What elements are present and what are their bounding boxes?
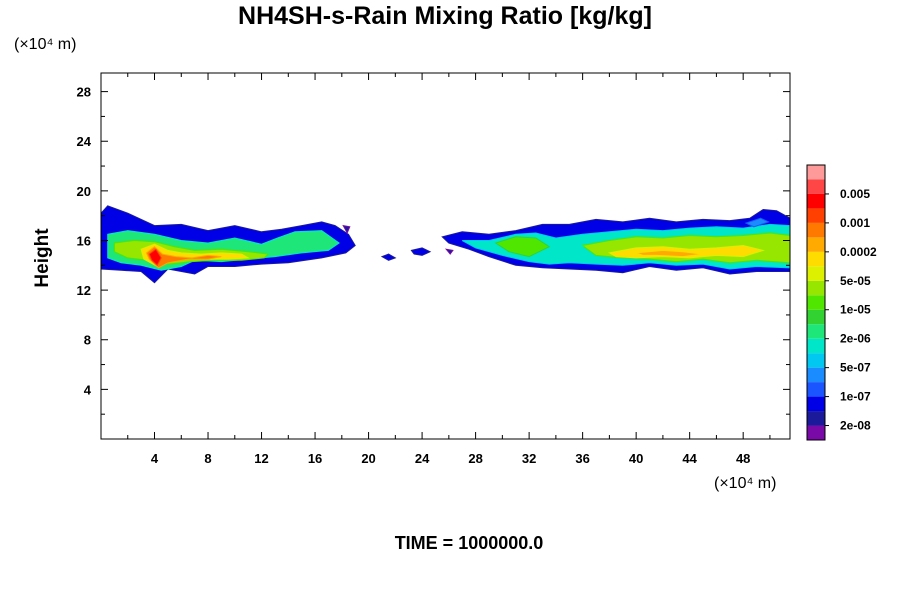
- colorbar-swatch: [807, 165, 825, 180]
- y-tick-label: 20: [77, 184, 91, 199]
- contour-spot-2: [410, 247, 432, 256]
- x-tick-label: 12: [254, 451, 268, 466]
- contour-inner-right: [494, 236, 551, 258]
- colorbar-label: 1e-05: [840, 303, 871, 317]
- colorbar-label: 0.005: [840, 187, 870, 201]
- colorbar-swatch: [807, 367, 825, 383]
- colorbar-swatch: [807, 251, 825, 267]
- colorbar-swatch: [807, 324, 825, 339]
- y-tick-label: 16: [77, 233, 91, 248]
- colorbar-swatch: [807, 295, 825, 310]
- contour-orange-right: [635, 249, 704, 258]
- colorbar-frame: [806, 164, 826, 441]
- colorbar-swatch: [807, 425, 825, 440]
- colorbar-swatch: [807, 179, 825, 194]
- colorbar-swatch: [807, 222, 825, 238]
- y-tick-label: 4: [84, 382, 92, 397]
- plot-frame: [100, 72, 791, 440]
- colorbar-swatch: [807, 208, 825, 223]
- x-tick-label: 24: [415, 451, 430, 466]
- colorbar: 2e-08 1e-07 5e-07 2e-06 1e-05 5e-05 0.0002 0.00…: [806, 164, 877, 441]
- colorbar-swatch: [807, 353, 825, 368]
- colorbar-label: 5e-05: [840, 274, 871, 288]
- contour-spot-1: [380, 253, 397, 261]
- colorbar-label: 5e-07: [840, 361, 871, 375]
- contour-spot-4: [342, 224, 351, 235]
- x-tick-label: 44: [682, 451, 697, 466]
- colorbar-label: 0.0002: [840, 245, 877, 259]
- contour-spot-5: [744, 217, 770, 228]
- colorbar-swatch: [807, 382, 825, 397]
- time-label: TIME = 1000000.0: [395, 533, 544, 553]
- x-tick-label: 4: [151, 451, 159, 466]
- x-tick-label: 40: [629, 451, 643, 466]
- colorbar-swatch: [807, 338, 825, 354]
- x-tick-label: 20: [361, 451, 375, 466]
- colorbar-swatch: [807, 396, 825, 412]
- contour-spot-3: [444, 248, 454, 255]
- x-tick-label: 8: [204, 451, 211, 466]
- x-tick-label: 32: [522, 451, 536, 466]
- colorbar-swatch: [807, 193, 825, 209]
- colorbar-label: 0.001: [840, 216, 870, 230]
- x-tick-label: 48: [736, 451, 750, 466]
- contour-red-left: [148, 248, 162, 267]
- colorbar-swatch: [807, 237, 825, 252]
- contour-orange-left: [145, 246, 222, 269]
- x-tick-label: 28: [468, 451, 482, 466]
- y-tick-label: 8: [84, 333, 91, 348]
- y-tick-label: 12: [77, 283, 91, 298]
- y-tick-label: 28: [77, 85, 91, 100]
- y-axis-label: Height: [32, 228, 53, 288]
- colorbar-label: 1e-07: [840, 390, 871, 404]
- colorbar-label: 2e-08: [840, 419, 871, 433]
- contour-layer: [100, 205, 791, 284]
- y-axis-unit: (×10⁴ m): [14, 36, 76, 53]
- chart-title: NH4SH-s-Rain Mixing Ratio [kg/kg]: [238, 2, 652, 30]
- y-tick-label: 24: [77, 134, 92, 149]
- colorbar-swatch: [807, 309, 825, 325]
- x-tick-label: 16: [308, 451, 322, 466]
- colorbar-label: 2e-06: [840, 332, 871, 346]
- colorbar-swatch: [807, 266, 825, 281]
- x-tick-label: 36: [575, 451, 589, 466]
- x-axis-unit: (×10⁴ m): [714, 475, 776, 492]
- colorbar-swatch: [807, 411, 825, 426]
- colorbar-swatch: [807, 280, 825, 296]
